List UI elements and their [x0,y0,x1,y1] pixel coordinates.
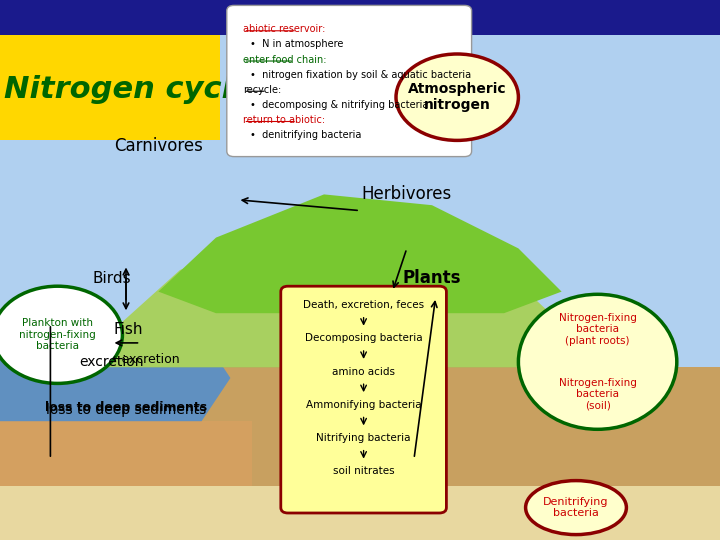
FancyBboxPatch shape [281,286,446,513]
Text: Nitrifying bacteria: Nitrifying bacteria [316,433,411,443]
FancyBboxPatch shape [227,5,472,157]
Text: enter food chain:: enter food chain: [243,55,326,65]
FancyBboxPatch shape [0,367,720,486]
Text: soil nitrates: soil nitrates [333,466,395,476]
FancyBboxPatch shape [0,486,720,540]
Text: amino acids: amino acids [332,367,395,376]
Text: recycle:: recycle: [243,85,281,95]
Ellipse shape [526,481,626,535]
Text: loss to deep sediments: loss to deep sediments [45,401,207,414]
Text: Fish: Fish [114,322,143,337]
Text: Nitrogen cycle: Nitrogen cycle [4,75,252,104]
Polygon shape [130,302,612,367]
Text: Plankton with
nitrogen-fixing
bacteria: Plankton with nitrogen-fixing bacteria [19,318,96,352]
Ellipse shape [0,286,122,383]
Text: return to abiotic:: return to abiotic: [243,115,325,125]
Polygon shape [0,324,230,421]
Text: Death, excretion, feces: Death, excretion, feces [303,300,424,310]
FancyBboxPatch shape [0,35,720,486]
Text: Carnivores: Carnivores [114,137,203,155]
Text: excretion: excretion [79,355,144,369]
FancyBboxPatch shape [0,35,220,140]
Text: abiotic reservoir:: abiotic reservoir: [243,24,325,35]
FancyBboxPatch shape [0,0,720,35]
Text: •  N in atmosphere: • N in atmosphere [250,39,343,50]
Text: •  denitrifying bacteria: • denitrifying bacteria [250,130,361,140]
Polygon shape [108,227,612,367]
Text: Birds: Birds [92,271,131,286]
Ellipse shape [396,54,518,140]
Text: •  nitrogen fixation by soil & aquatic bacteria: • nitrogen fixation by soil & aquatic ba… [250,70,471,80]
Text: Nitrogen-fixing
bacteria
(soil): Nitrogen-fixing bacteria (soil) [559,377,636,411]
Text: Decomposing bacteria: Decomposing bacteria [305,333,423,343]
Text: Herbivores: Herbivores [361,185,452,204]
Text: Plants: Plants [402,269,462,287]
Text: Atmospheric
nitrogen: Atmospheric nitrogen [408,82,506,112]
FancyBboxPatch shape [0,421,252,486]
Text: Ammonifying bacteria: Ammonifying bacteria [306,400,421,410]
Text: •  decomposing & nitrifying bacteria: • decomposing & nitrifying bacteria [250,100,428,110]
Text: ←excretion: ←excretion [112,353,180,366]
Polygon shape [158,194,562,313]
Text: loss to deep sediments: loss to deep sediments [46,403,206,417]
Text: Denitrifying
bacteria: Denitrifying bacteria [544,497,608,518]
Text: Nitrogen-fixing
bacteria
(plant roots): Nitrogen-fixing bacteria (plant roots) [559,313,636,346]
Ellipse shape [518,294,677,429]
